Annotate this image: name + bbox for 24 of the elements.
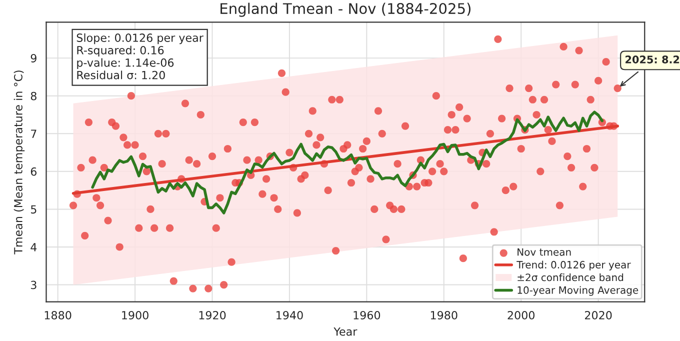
legend-label: Nov tmean [518, 248, 571, 256]
annotation: 2025: 8.2 [626, 56, 680, 64]
y-axis-title: Tmean (Mean temperature in °C) [14, 70, 25, 254]
y-tick-label: 6 [30, 167, 37, 176]
x-tick-label: 1920 [199, 311, 226, 320]
x-axis-title: Year [334, 327, 358, 336]
x-tick-label: 1900 [122, 311, 148, 320]
y-tick-label: 3 [30, 280, 36, 290]
y-tick-label: 9 [30, 54, 36, 62]
y-tick-label: 4 [30, 243, 37, 252]
x-tick-label: 2020 [584, 311, 612, 320]
x-tick-label: 2000 [508, 311, 534, 320]
x-tick-label: 1940 [276, 311, 303, 320]
legend-label: ±2σ confidence band [518, 273, 624, 282]
legend-label: 10-year Moving Average [518, 286, 638, 296]
x-tick-label: 1980 [430, 311, 458, 320]
x-tick-label: 1880 [44, 311, 72, 320]
y-tick-label: 7 [31, 130, 36, 138]
legend-label: Trend: 0.0126 per year [516, 260, 631, 270]
y-tick-label: 8 [30, 92, 36, 100]
chart-title: England Tmean - Nov (1884-2025) [220, 2, 470, 17]
y-tick-label: 5 [31, 205, 36, 214]
x-tick-label: 1960 [354, 311, 380, 320]
annotation: Slope: 0.0126 per year R-squared: 0.16 p-value: 1.14e-06 Residual σ: 1.20 [76, 33, 204, 80]
